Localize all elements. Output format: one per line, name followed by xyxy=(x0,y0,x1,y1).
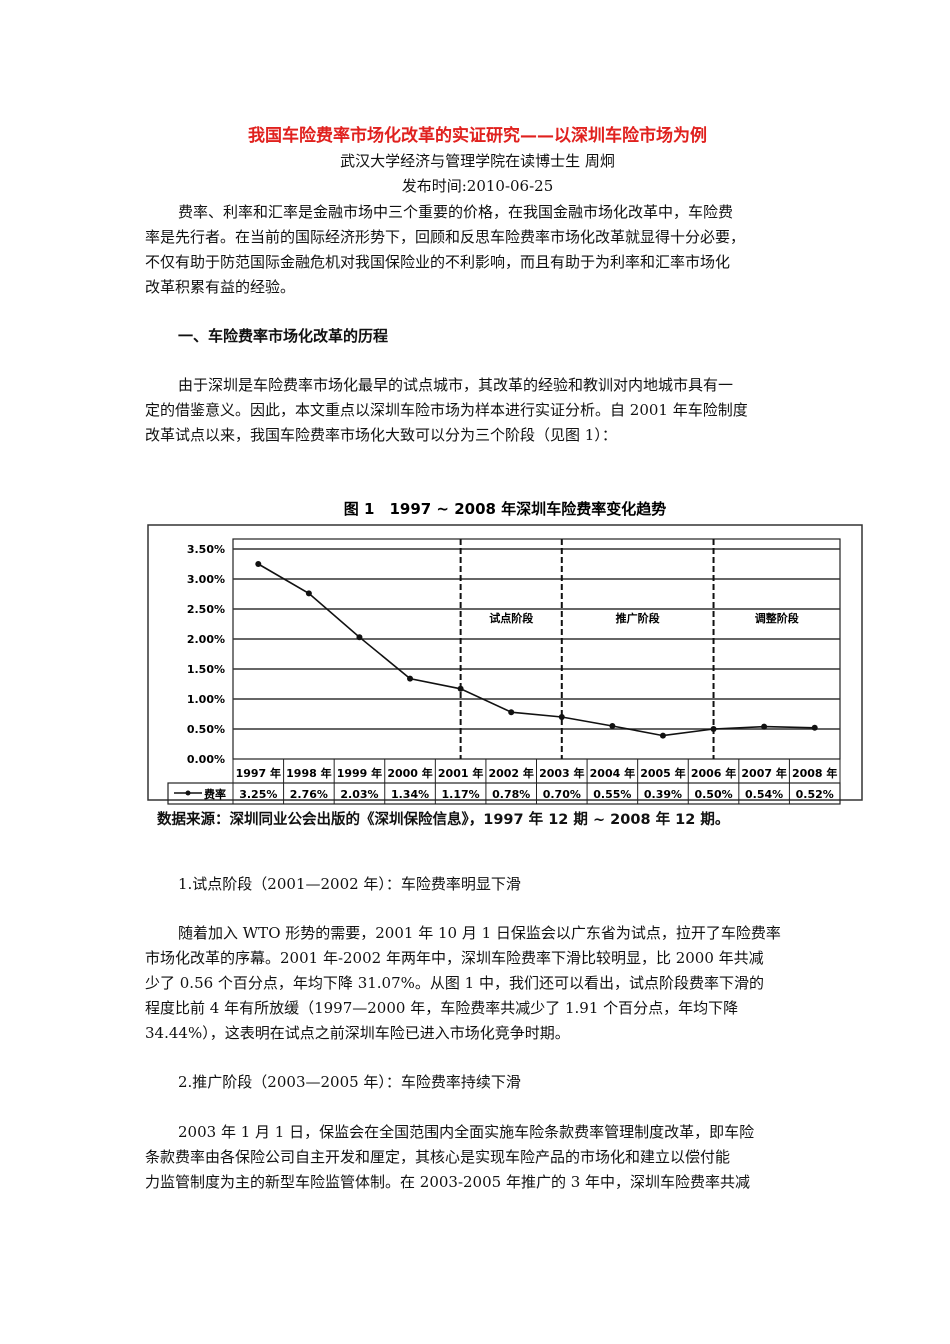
chart-title: 图 1 1997 ~ 2008 年深圳车险费率变化趋势 xyxy=(344,500,666,518)
legend-marker xyxy=(185,790,191,796)
data-point xyxy=(659,732,666,739)
paragraph: 2003 年 1 月 1 日，保监会在全国范围内全面实施车险条款费率管理制度改革… xyxy=(145,1120,810,1195)
article-title: 我国车险费率市场化改革的实证研究——以深圳车险市场为例 xyxy=(248,126,707,146)
text-line: 程度比前 4 年有所放缓（1997—2000 年，车险费率共减少了 1.91 个… xyxy=(145,999,739,1017)
x-tick-label: 2002 年 xyxy=(488,766,533,780)
data-label: 0.70% xyxy=(543,788,581,801)
data-label: 0.54% xyxy=(745,788,783,801)
text-line: 少了 0.56 个百分点，年均下降 31.07%。从图 1 中，我们还可以看出，… xyxy=(145,974,764,992)
text-line: 34.44%），这表明在试点之前深圳车险已进入市场化竞争时期。 xyxy=(145,1024,570,1042)
text-line: 费率、利率和汇率是金融市场中三个重要的价格，在我国金融市场化改革中，车险费 xyxy=(178,203,734,221)
data-label: 1.17% xyxy=(442,788,480,801)
y-tick-label: 1.00% xyxy=(187,693,225,706)
data-point xyxy=(305,590,312,597)
x-tick-label: 2005 年 xyxy=(640,766,685,780)
text-line: 力监管制度为主的新型车险监管体制。在 2003-2005 年推广的 3 年中，深… xyxy=(145,1173,751,1191)
x-tick-label: 2001 年 xyxy=(438,766,483,780)
publish-date: 发布时间:2010-06-25 xyxy=(401,177,554,195)
article-author: 武汉大学经济与管理学院在读博士生 周炯 xyxy=(340,152,615,170)
figure-1-chart: 图 1 1997 ~ 2008 年深圳车险费率变化趋势 0.00% 0.50% 1.0… xyxy=(147,500,863,805)
data-point xyxy=(356,634,363,641)
y-tick-label: 3.50% xyxy=(187,543,225,556)
paragraph: 随着加入 WTO 形势的需要，2001 年 10 月 1 日保监会以广东省为试点… xyxy=(145,921,810,1046)
subsection-heading: 1.试点阶段（2001—2002 年）：车险费率明显下滑 xyxy=(178,875,521,893)
y-tick-label: 3.00% xyxy=(187,573,225,586)
data-label: 0.52% xyxy=(796,788,834,801)
text-line: 市场化改革的序幕。2001 年-2002 年两年中，深圳车险费率下滑比较明显，比… xyxy=(145,949,764,967)
data-label: 1.34% xyxy=(391,788,429,801)
series-line xyxy=(257,563,815,737)
text-line: 率是先行者。在当前的国际经济形势下，回顾和反思车险费率市场化改革就显得十分必要， xyxy=(145,228,746,246)
text-line: 条款费率由各保险公司自主开发和厘定，其核心是实现车险产品的市场化和建立以偿付能 xyxy=(145,1148,731,1166)
text-line: 改革积累有益的经验。 xyxy=(145,278,296,296)
y-tick-label: 1.50% xyxy=(187,663,225,676)
data-point xyxy=(609,723,616,729)
data-label: 0.78% xyxy=(492,788,530,801)
text-line: 2003 年 1 月 1 日，保监会在全国范围内全面实施车险条款费率管理制度改革… xyxy=(178,1123,755,1141)
data-label: 0.39% xyxy=(644,788,682,801)
y-tick-label: 0.00% xyxy=(187,753,225,766)
x-tick-label: 2007 年 xyxy=(741,766,786,780)
phase-label: 推广阶段 xyxy=(616,611,660,625)
x-tick-label: 2004 年 xyxy=(590,766,635,780)
text-line: 随着加入 WTO 形势的需要，2001 年 10 月 1 日保监会以广东省为试点… xyxy=(178,924,781,942)
y-tick-label: 0.50% xyxy=(187,723,225,736)
y-tick-label: 2.50% xyxy=(187,603,225,616)
text-line: 由于深圳是车险费率市场化最早的试点城市，其改革的经验和教训对内地城市具有一 xyxy=(178,376,734,394)
paragraph: 由于深圳是车险费率市场化最早的试点城市，其改革的经验和教训对内地城市具有一 定的… xyxy=(145,373,810,448)
x-tick-label: 2003 年 xyxy=(539,766,584,780)
data-point xyxy=(710,726,717,732)
data-point xyxy=(508,709,515,716)
data-point xyxy=(761,723,768,730)
data-label: 2.03% xyxy=(340,788,378,801)
intro-paragraph: 费率、利率和汇率是金融市场中三个重要的价格，在我国金融市场化改革中，车险费 率是… xyxy=(145,200,810,300)
x-tick-label: 1998 年 xyxy=(286,766,331,780)
text-line: 定的借鉴意义。因此，本文重点以深圳车险市场为样本进行实证分析。自 2001 年车… xyxy=(145,401,748,419)
data-label: 3.25% xyxy=(239,788,277,801)
phase-label: 试点阶段 xyxy=(489,611,533,625)
text-line: 改革试点以来，我国车险费率市场化大致可以分为三个阶段（见图 1）： xyxy=(145,426,617,444)
data-label: 2.76% xyxy=(290,788,328,801)
subsection-heading: 2.推广阶段（2003—2005 年）：车险费率持续下滑 xyxy=(178,1073,521,1091)
x-tick-label: 2006 年 xyxy=(691,766,736,780)
x-tick-label: 1997 年 xyxy=(236,766,281,780)
data-point xyxy=(255,561,262,567)
data-point xyxy=(457,685,464,692)
legend-label: 费率 xyxy=(204,787,226,801)
data-point xyxy=(407,675,414,682)
data-label: 0.55% xyxy=(593,788,631,801)
y-tick-label: 2.00% xyxy=(187,633,225,646)
data-point xyxy=(811,724,818,731)
data-label: 0.50% xyxy=(694,788,732,801)
x-tick-label: 2008 年 xyxy=(792,766,837,780)
plot-area xyxy=(232,538,841,760)
chart-frame xyxy=(147,524,863,801)
x-tick-label: 1999 年 xyxy=(337,766,382,780)
phase-label: 调整阶段 xyxy=(755,611,799,625)
x-tick-label: 2000 年 xyxy=(387,766,432,780)
text-line: 不仅有助于防范国际金融危机对我国保险业的不利影响，而且有助于为利率和汇率市场化 xyxy=(145,253,731,271)
section-heading: 一、车险费率市场化改革的历程 xyxy=(178,327,389,345)
figure-source: 数据来源：深圳同业公会出版的《深圳保险信息》，1997 年 12 期 ~ 200… xyxy=(157,812,730,828)
data-point xyxy=(558,714,565,720)
